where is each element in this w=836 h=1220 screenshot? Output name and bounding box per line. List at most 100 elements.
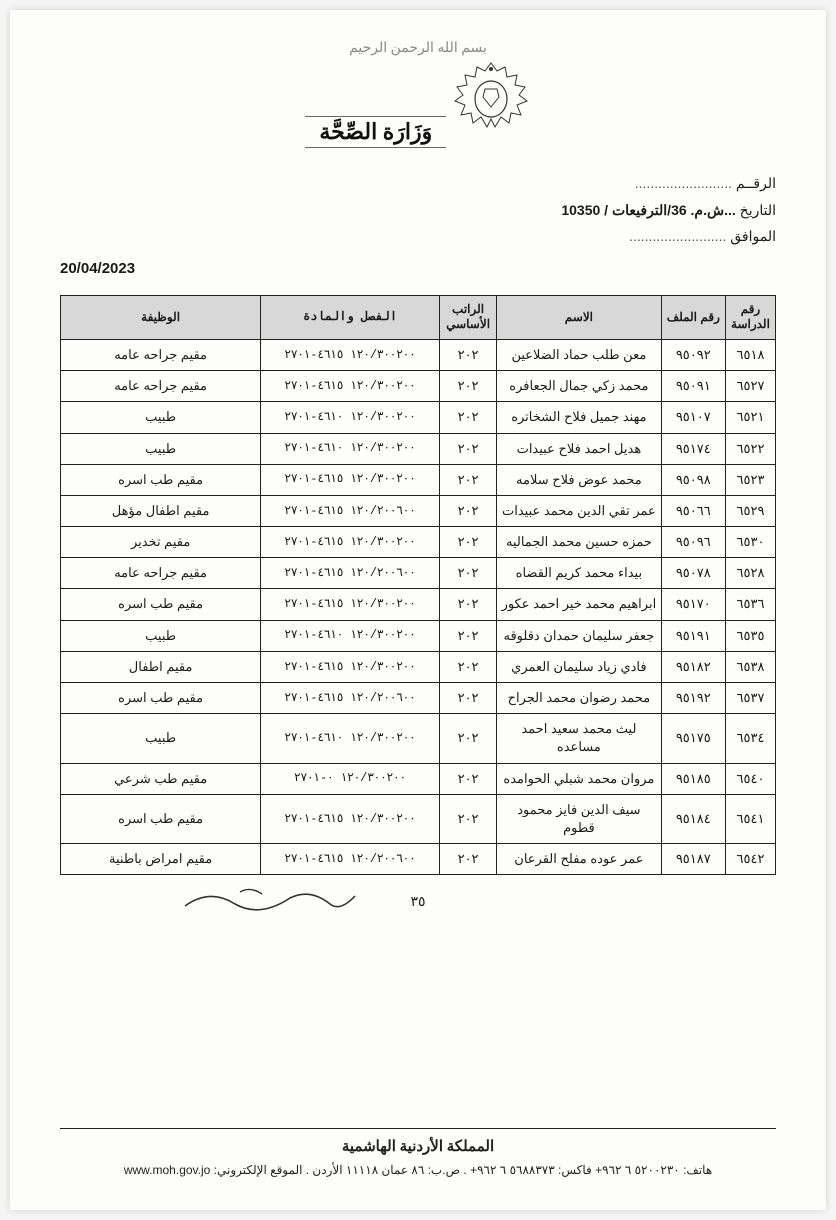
- cell-seq: ٦٥٣٦: [725, 589, 775, 620]
- cell-seq: ٦٥٢٩: [725, 495, 775, 526]
- cell-seq: ٦٥١٨: [725, 339, 775, 370]
- document-page: بسم الله الرحمن الرحيم وَزَارَة الصِّحَّ…: [10, 10, 826, 1210]
- cell-file: ٩٥١٧٠: [661, 589, 725, 620]
- bismillah-script: بسم الله الرحمن الرحيم: [60, 40, 776, 57]
- cell-salary: ٢٠٢: [439, 464, 496, 495]
- table-row: ٦٥٣٠٩٥٠٩٦حمزه حسين محمد الجماليه٢٠٢١٢٠/٣…: [61, 527, 776, 558]
- cell-job: مقيم طب اسره: [61, 464, 261, 495]
- cell-chain: ١٢٠/٣٠٠٢٠٠ ٤٦١٥-٢٧٠١: [261, 794, 440, 843]
- cell-name: معن طلب حماد الضلاعين: [497, 339, 661, 370]
- cell-salary: ٢٠٢: [439, 402, 496, 433]
- cell-job: طبيب: [61, 714, 261, 763]
- table-row: ٦٥٢٧٩٥٠٩١محمد زكي جمال الجعافره٢٠٢١٢٠/٣٠…: [61, 371, 776, 402]
- cell-file: ٩٥٠٧٨: [661, 558, 725, 589]
- signature: [60, 884, 776, 914]
- col-job-header: الوظيفة: [61, 295, 261, 339]
- cell-name: فادي زياد سليمان العمري: [497, 651, 661, 682]
- cell-seq: ٦٥٢١: [725, 402, 775, 433]
- cell-name: محمد زكي جمال الجعافره: [497, 371, 661, 402]
- reference-block: الرقــم ......................... التاري…: [60, 170, 776, 250]
- table-row: ٦٥٤١٩٥١٨٤سيف الدين فايز محمود قطوم٢٠٢١٢٠…: [61, 794, 776, 843]
- cell-file: ٩٥١٨٥: [661, 763, 725, 794]
- cell-job: مقيم اطفال مؤهل: [61, 495, 261, 526]
- cell-salary: ٢٠٢: [439, 433, 496, 464]
- cell-job: مقيم تخدير: [61, 527, 261, 558]
- cell-file: ٩٥١٠٧: [661, 402, 725, 433]
- ref-number-line: الرقــم .........................: [60, 170, 776, 197]
- cell-chain: ١٢٠/٢٠٠٦٠٠ ٤٦١٥-٢٧٠١: [261, 683, 440, 714]
- cell-chain: ١٢٠/٢٠٠٦٠٠ ٤٦١٥-٢٧٠١: [261, 495, 440, 526]
- cell-name: عمر تقي الدين محمد عبيدات: [497, 495, 661, 526]
- cell-chain: ١٢٠/٣٠٠٢٠٠ ٤٦١٠-٢٧٠١: [261, 402, 440, 433]
- footer-kingdom: المملكة الأردنية الهاشمية: [60, 1135, 776, 1159]
- cell-salary: ٢٠٢: [439, 558, 496, 589]
- table-row: ٦٥٣٨٩٥١٨٢فادي زياد سليمان العمري٢٠٢١٢٠/٣…: [61, 651, 776, 682]
- table-row: ٦٥٢٢٩٥١٧٤هديل احمد فلاح عبيدات٢٠٢١٢٠/٣٠٠…: [61, 433, 776, 464]
- ref-number-label: الرقــم: [736, 175, 776, 191]
- cell-file: ٩٥١٩١: [661, 620, 725, 651]
- cell-name: ليث محمد سعيد احمد مساعده: [497, 714, 661, 763]
- cell-file: ٩٥١٨٤: [661, 794, 725, 843]
- table-row: ٦٥٢٩٩٥٠٦٦عمر تقي الدين محمد عبيدات٢٠٢١٢٠…: [61, 495, 776, 526]
- page-footer: المملكة الأردنية الهاشمية هاتف: ٥٢٠٠٢٣٠ …: [60, 1128, 776, 1180]
- cell-chain: ١٢٠/٣٠٠٢٠٠ ٤٦١٥-٢٧٠١: [261, 589, 440, 620]
- table-row: ٦٥٣٧٩٥١٩٢محمد رضوان محمد الجراح٢٠٢١٢٠/٢٠…: [61, 683, 776, 714]
- ministry-title: وَزَارَة الصِّحَّة: [305, 116, 446, 148]
- col-salary-header: الراتب الأساسي: [439, 295, 496, 339]
- table-row: ٦٥٢٨٩٥٠٧٨بيداء محمد كريم القضاه٢٠٢١٢٠/٢٠…: [61, 558, 776, 589]
- ref-approved-dots: .........................: [629, 228, 726, 244]
- cell-salary: ٢٠٢: [439, 371, 496, 402]
- cell-seq: ٦٥٣٥: [725, 620, 775, 651]
- ref-date-value: ...ش.م. 36/الترفيعات / 10350: [561, 202, 735, 218]
- cell-name: مروان محمد شبلي الحوامده: [497, 763, 661, 794]
- cell-job: طبيب: [61, 620, 261, 651]
- table-row: ٦٥٣٤٩٥١٧٥ليث محمد سعيد احمد مساعده٢٠٢١٢٠…: [61, 714, 776, 763]
- cell-job: مقيم جراحه عامه: [61, 339, 261, 370]
- cell-file: ٩٥١٩٢: [661, 683, 725, 714]
- cell-chain: ١٢٠/٣٠٠٢٠٠ ٤٦١٠-٢٧٠١: [261, 714, 440, 763]
- ref-approved-label: الموافق: [730, 228, 776, 244]
- col-chain-header: الفصل والمادة: [261, 295, 440, 339]
- cell-seq: ٦٥٤١: [725, 794, 775, 843]
- cell-file: ٩٥١٧٤: [661, 433, 725, 464]
- cell-file: ٩٥٠٩٦: [661, 527, 725, 558]
- cell-job: مقيم طب اسره: [61, 794, 261, 843]
- footer-website: www.moh.gov.jo: [124, 1163, 210, 1177]
- cell-salary: ٢٠٢: [439, 620, 496, 651]
- cell-name: جعفر سليمان حمدان دقلوقه: [497, 620, 661, 651]
- cell-file: ٩٥٠٩٨: [661, 464, 725, 495]
- letterhead: بسم الله الرحمن الرحيم وَزَارَة الصِّحَّ…: [60, 40, 776, 150]
- cell-name: ابراهيم محمد خير احمد عكور: [497, 589, 661, 620]
- cell-chain: ١٢٠/٢٠٠٦٠٠ ٤٦١٥-٢٧٠١: [261, 844, 440, 875]
- cell-job: مقيم طب شرعي: [61, 763, 261, 794]
- cell-salary: ٢٠٢: [439, 589, 496, 620]
- cell-file: ٩٥٠٦٦: [661, 495, 725, 526]
- cell-name: عمر عوده مفلح القرعان: [497, 844, 661, 875]
- cell-seq: ٦٥٢٢: [725, 433, 775, 464]
- cell-file: ٩٥٠٩٢: [661, 339, 725, 370]
- promotions-table: رقم الدراسة رقم الملف الاسم الراتب الأسا…: [60, 295, 776, 876]
- cell-chain: ١٢٠/٣٠٠٢٠٠ ٤٦١٥-٢٧٠١: [261, 651, 440, 682]
- cell-file: ٩٥١٨٢: [661, 651, 725, 682]
- cell-seq: ٦٥٤٢: [725, 844, 775, 875]
- col-name-header: الاسم: [497, 295, 661, 339]
- ref-number-dots: .........................: [635, 175, 732, 191]
- cell-seq: ٦٥٢٨: [725, 558, 775, 589]
- table-body: ٦٥١٨٩٥٠٩٢معن طلب حماد الضلاعين٢٠٢١٢٠/٣٠٠…: [61, 339, 776, 874]
- ref-date-label: التاريخ: [740, 202, 776, 218]
- cell-file: ٩٥٠٩١: [661, 371, 725, 402]
- col-file-header: رقم الملف: [661, 295, 725, 339]
- table-row: ٦٥٤٢٩٥١٨٧عمر عوده مفلح القرعان٢٠٢١٢٠/٢٠٠…: [61, 844, 776, 875]
- cell-name: مهند جميل فلاح الشخاتره: [497, 402, 661, 433]
- cell-chain: ١٢٠/٢٠٠٦٠٠ ٤٦١٥-٢٧٠١: [261, 558, 440, 589]
- cell-salary: ٢٠٢: [439, 683, 496, 714]
- cell-salary: ٢٠٢: [439, 844, 496, 875]
- cell-seq: ٦٥٣٧: [725, 683, 775, 714]
- cell-job: مقيم جراحه عامه: [61, 558, 261, 589]
- table-row: ٦٥٣٦٩٥١٧٠ابراهيم محمد خير احمد عكور٢٠٢١٢…: [61, 589, 776, 620]
- cell-seq: ٦٥٢٧: [725, 371, 775, 402]
- cell-salary: ٢٠٢: [439, 763, 496, 794]
- cell-job: مقيم اطفال: [61, 651, 261, 682]
- table-row: ٦٥٢١٩٥١٠٧مهند جميل فلاح الشخاتره٢٠٢١٢٠/٣…: [61, 402, 776, 433]
- cell-name: بيداء محمد كريم القضاه: [497, 558, 661, 589]
